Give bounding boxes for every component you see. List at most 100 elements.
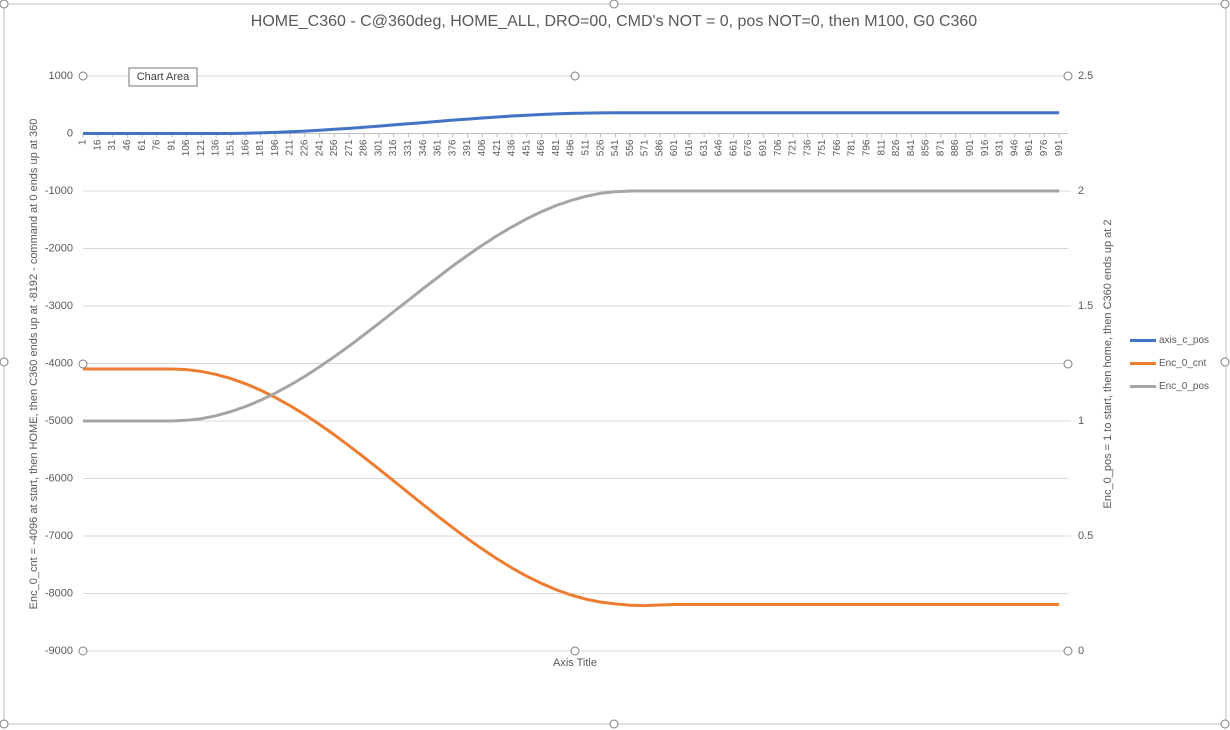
x-tick-label: 496	[566, 139, 577, 156]
chart-title: HOME_C360 - C@360deg, HOME_ALL, DRO=00, …	[251, 13, 978, 30]
x-tick-label: 241	[314, 139, 325, 156]
x-tick-label: 76	[152, 139, 163, 151]
x-tick-label: 136	[211, 139, 222, 156]
handle[interactable]	[609, 0, 619, 9]
handle[interactable]	[1063, 646, 1073, 656]
x-tick-label: 166	[240, 139, 251, 156]
x-tick-label: 571	[640, 139, 651, 156]
x-tick-label: 601	[669, 139, 680, 156]
handle[interactable]	[609, 719, 619, 729]
handle[interactable]	[0, 0, 9, 9]
x-tick-label: 436	[507, 139, 518, 156]
x-tick-label: 811	[876, 139, 887, 155]
x-tick-label: 631	[699, 139, 710, 156]
x-tick-label: 556	[625, 139, 636, 156]
y-tick-label: -6000	[45, 472, 73, 484]
x-tick-label: 151	[226, 139, 237, 156]
series-line	[83, 189, 1060, 423]
x-tick-label: 751	[817, 139, 828, 156]
x-tick-label: 871	[935, 139, 946, 156]
x-tick-label: 961	[1024, 139, 1035, 156]
x-tick-label: 1	[78, 139, 89, 145]
y2-tick-label: 1.5	[1078, 300, 1093, 312]
x-tick-label: 121	[196, 139, 207, 156]
x-tick-label: 466	[536, 139, 547, 156]
y-tick-label: -2000	[45, 242, 73, 254]
y-tick-label: -1000	[45, 185, 73, 197]
series-line	[83, 367, 1060, 608]
handle[interactable]	[570, 646, 580, 656]
x-tick-label: 316	[388, 139, 399, 156]
y2-axis-title: Enc_0_pos = 1 to start, then home, then …	[1102, 220, 1114, 509]
x-tick-label: 661	[728, 139, 739, 156]
x-tick-label: 181	[255, 139, 266, 156]
x-tick-label: 976	[1039, 139, 1050, 156]
legend-label: Enc_0_cnt	[1159, 358, 1206, 369]
tooltip-box	[128, 67, 198, 87]
legend-label: axis_c_pos	[1159, 335, 1209, 346]
handle[interactable]	[78, 71, 88, 81]
x-tick-label: 481	[551, 139, 562, 156]
x-tick-label: 406	[477, 139, 488, 156]
x-tick-label: 946	[1009, 139, 1020, 156]
x-tick-label: 196	[270, 139, 281, 156]
x-tick-label: 286	[359, 139, 370, 156]
y-tick-label: 0	[67, 127, 73, 139]
x-axis-title: Axis Title	[553, 657, 597, 669]
x-tick-label: 271	[344, 139, 355, 156]
handle[interactable]	[1063, 359, 1073, 369]
handle[interactable]	[0, 719, 9, 729]
x-tick-label: 691	[758, 139, 769, 156]
x-tick-label: 616	[684, 139, 695, 156]
y-tick-label: 1000	[49, 70, 73, 82]
x-tick-label: 91	[166, 139, 177, 151]
y-tick-label: -4000	[45, 357, 73, 369]
y2-tick-label: 2.5	[1078, 70, 1093, 82]
x-tick-label: 256	[329, 139, 340, 156]
tooltip: Chart Area	[128, 67, 198, 87]
y-axis-title: Enc_0_cnt = -4096 at start, then HOME, t…	[28, 119, 40, 610]
x-tick-label: 586	[654, 139, 665, 156]
handle[interactable]	[1220, 719, 1230, 729]
handle[interactable]	[0, 357, 9, 367]
x-tick-label: 646	[714, 139, 725, 156]
x-tick-label: 331	[403, 139, 414, 156]
x-tick-label: 781	[847, 139, 858, 156]
handle[interactable]	[1063, 71, 1073, 81]
x-tick-label: 211	[285, 139, 296, 155]
x-tick-label: 541	[610, 139, 621, 156]
x-tick-label: 106	[181, 139, 192, 156]
x-tick-label: 451	[521, 139, 532, 156]
handle[interactable]	[78, 646, 88, 656]
handle[interactable]	[78, 359, 88, 369]
handle[interactable]	[1220, 0, 1230, 9]
handle[interactable]	[570, 71, 580, 81]
x-tick-label: 46	[122, 139, 133, 151]
handle[interactable]	[1220, 357, 1230, 367]
y2-tick-label: 2	[1078, 185, 1084, 197]
x-tick-label: 736	[802, 139, 813, 156]
x-tick-label: 31	[107, 139, 118, 151]
x-tick-label: 721	[788, 139, 799, 156]
x-tick-label: 346	[418, 139, 429, 156]
x-tick-label: 511	[580, 139, 591, 155]
x-tick-label: 676	[743, 139, 754, 156]
y-tick-label: -3000	[45, 300, 73, 312]
x-tick-label: 841	[906, 139, 917, 156]
x-tick-label: 361	[433, 139, 444, 156]
x-tick-label: 886	[950, 139, 961, 156]
x-tick-label: 706	[773, 139, 784, 156]
x-tick-label: 796	[861, 139, 872, 156]
x-tick-label: 856	[921, 139, 932, 156]
x-tick-label: 901	[965, 139, 976, 156]
y-tick-label: -9000	[45, 645, 73, 657]
legend-label: Enc_0_pos	[1159, 381, 1209, 392]
y-tick-label: -8000	[45, 587, 73, 599]
x-tick-label: 916	[980, 139, 991, 156]
x-tick-label: 16	[92, 139, 103, 151]
x-tick-label: 301	[373, 139, 384, 156]
y2-tick-label: 0	[1078, 645, 1084, 657]
